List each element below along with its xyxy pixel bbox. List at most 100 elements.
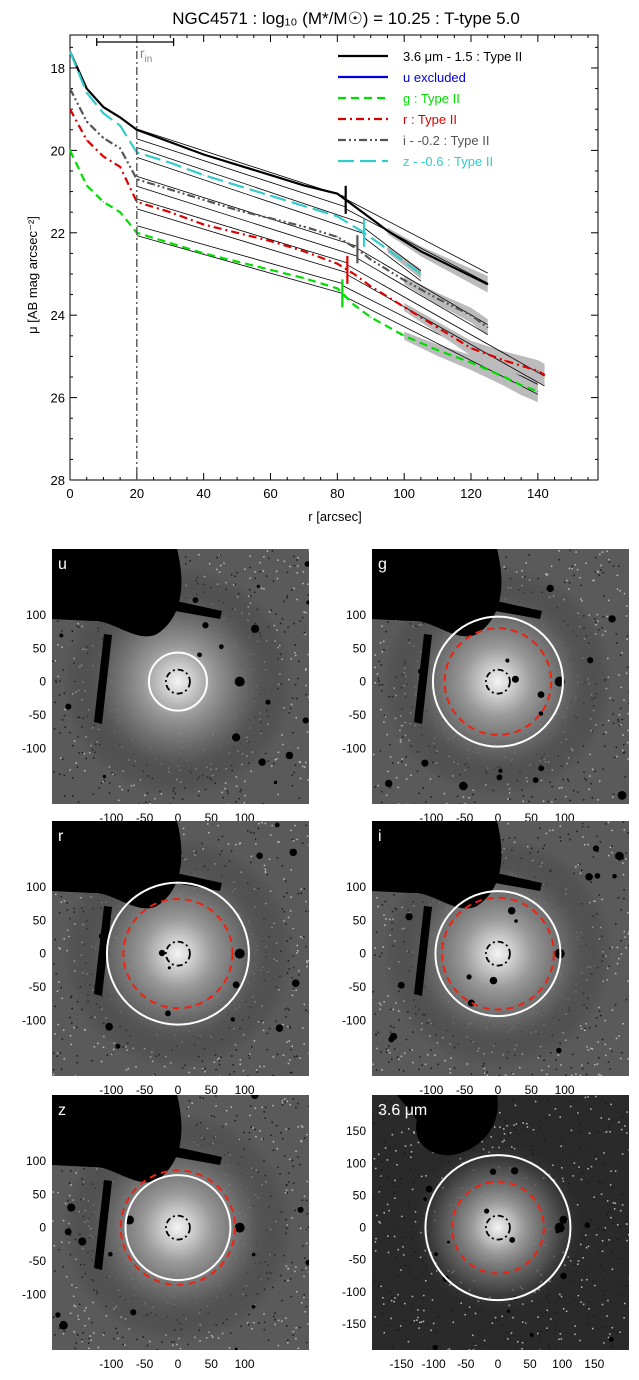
- data-point: [436, 349, 439, 351]
- masked-source: [511, 675, 519, 683]
- masked-source: [467, 999, 475, 1007]
- fit-line: [357, 257, 488, 335]
- masked-source: [608, 1336, 614, 1342]
- surface-brightness-profile-chart: NGC4571 : log₁₀ (M*/M☉) = 10.25 : T-type…: [25, 9, 599, 524]
- data-point: [370, 316, 372, 318]
- data-point: [86, 120, 88, 123]
- masked-source: [434, 1252, 439, 1257]
- data-point: [86, 139, 88, 141]
- data-point: [269, 174, 272, 176]
- masked-source: [158, 949, 166, 957]
- y-tick-label: 0: [39, 947, 46, 961]
- y-tick-label: 0: [359, 947, 366, 961]
- x-tick-label: 100: [552, 1357, 572, 1371]
- data-point: [269, 269, 272, 271]
- data-point: [436, 298, 439, 300]
- data-point: [119, 116, 121, 119]
- x-tick-label: 0: [495, 1083, 502, 1097]
- y-tick-label: 100: [26, 880, 46, 894]
- masked-source: [584, 1222, 591, 1228]
- fit-line: [345, 198, 488, 274]
- data-point: [269, 217, 272, 219]
- x-tick-label: 0: [66, 486, 73, 501]
- fit-line: [136, 156, 365, 234]
- masked-source: [234, 1222, 245, 1233]
- x-tick-label: 60: [263, 486, 277, 501]
- data-point: [169, 211, 171, 213]
- star-mask: [52, 549, 182, 637]
- masked-source: [532, 777, 539, 784]
- uncertainty-band: [404, 302, 545, 386]
- data-point: [453, 267, 455, 269]
- masked-source: [115, 1151, 122, 1157]
- fit-line: [345, 208, 488, 284]
- y-tick-label: -50: [349, 980, 367, 994]
- masked-source: [250, 624, 260, 633]
- axis-ticks: 0 20 40 60 80 100 120 140 18 20 22 24 26 28: [51, 35, 598, 501]
- x-tick-label: -150: [390, 1357, 414, 1371]
- fit-line: [136, 198, 348, 264]
- data-point: [470, 314, 472, 316]
- outer-aperture-circle: [147, 651, 208, 712]
- masked-source: [108, 1251, 113, 1257]
- y-tick-label: -50: [349, 708, 367, 722]
- masked-source: [506, 1309, 511, 1313]
- data-point: [537, 370, 539, 372]
- masked-source: [275, 1024, 284, 1032]
- masked-source: [554, 1222, 565, 1233]
- plot-area: [69, 34, 599, 481]
- data-point: [537, 390, 539, 393]
- star-mask: [372, 549, 502, 637]
- inner-radius-circle: [165, 1214, 191, 1241]
- data-point: [102, 201, 105, 203]
- data-point: [336, 193, 338, 195]
- masked-source: [167, 966, 171, 970]
- masked-source: [131, 1112, 136, 1117]
- y-tick-label: 100: [346, 608, 366, 622]
- masked-source: [423, 1197, 428, 1202]
- masked-source: [537, 691, 545, 699]
- masked-source: [289, 848, 297, 857]
- legend: 3.6 μm - 1.5 : Type II u excluded g : Type…: [338, 49, 522, 169]
- masked-source: [615, 851, 624, 861]
- masked-source: [102, 774, 107, 779]
- x-tick-label: -100: [99, 1357, 123, 1371]
- masked-source: [265, 699, 271, 705]
- masked-source: [285, 751, 294, 760]
- fit-line: [136, 208, 348, 274]
- masked-source: [192, 597, 199, 604]
- fit-line: [347, 264, 545, 377]
- inner-radius-circle: [165, 940, 191, 967]
- y-tick-label: -100: [342, 741, 366, 755]
- x-tick-label: -50: [136, 1357, 154, 1371]
- y-tick-label: 50: [33, 913, 47, 927]
- x-tick-label: 140: [527, 486, 549, 501]
- masked-source: [230, 1017, 235, 1022]
- masked-source: [202, 622, 209, 629]
- panel-band-label: r: [58, 828, 64, 845]
- data-point: [370, 285, 372, 287]
- data-point: [269, 195, 272, 197]
- masked-source: [594, 873, 601, 879]
- x-tick-label: 100: [235, 1083, 255, 1097]
- masked-source: [473, 879, 483, 889]
- masked-source: [59, 633, 64, 638]
- diffraction-spike-mask: [414, 634, 432, 724]
- masked-source: [115, 1043, 121, 1049]
- inner-radius-label: rin: [140, 45, 152, 65]
- inner-radius-circle: [485, 668, 511, 695]
- data-point: [236, 261, 238, 263]
- data-point: [353, 273, 355, 275]
- masked-source: [130, 1309, 137, 1316]
- data-point: [336, 263, 338, 265]
- data-point: [69, 87, 71, 90]
- x-tick-label: 40: [196, 486, 210, 501]
- masked-source: [612, 873, 617, 879]
- x-tick-label: -100: [419, 1083, 443, 1097]
- masked-source: [560, 1272, 567, 1280]
- masked-source: [258, 758, 266, 766]
- data-point: [303, 205, 305, 207]
- diffraction-spike-mask: [94, 1180, 112, 1270]
- data-point: [543, 374, 546, 376]
- fit-line: [363, 227, 422, 272]
